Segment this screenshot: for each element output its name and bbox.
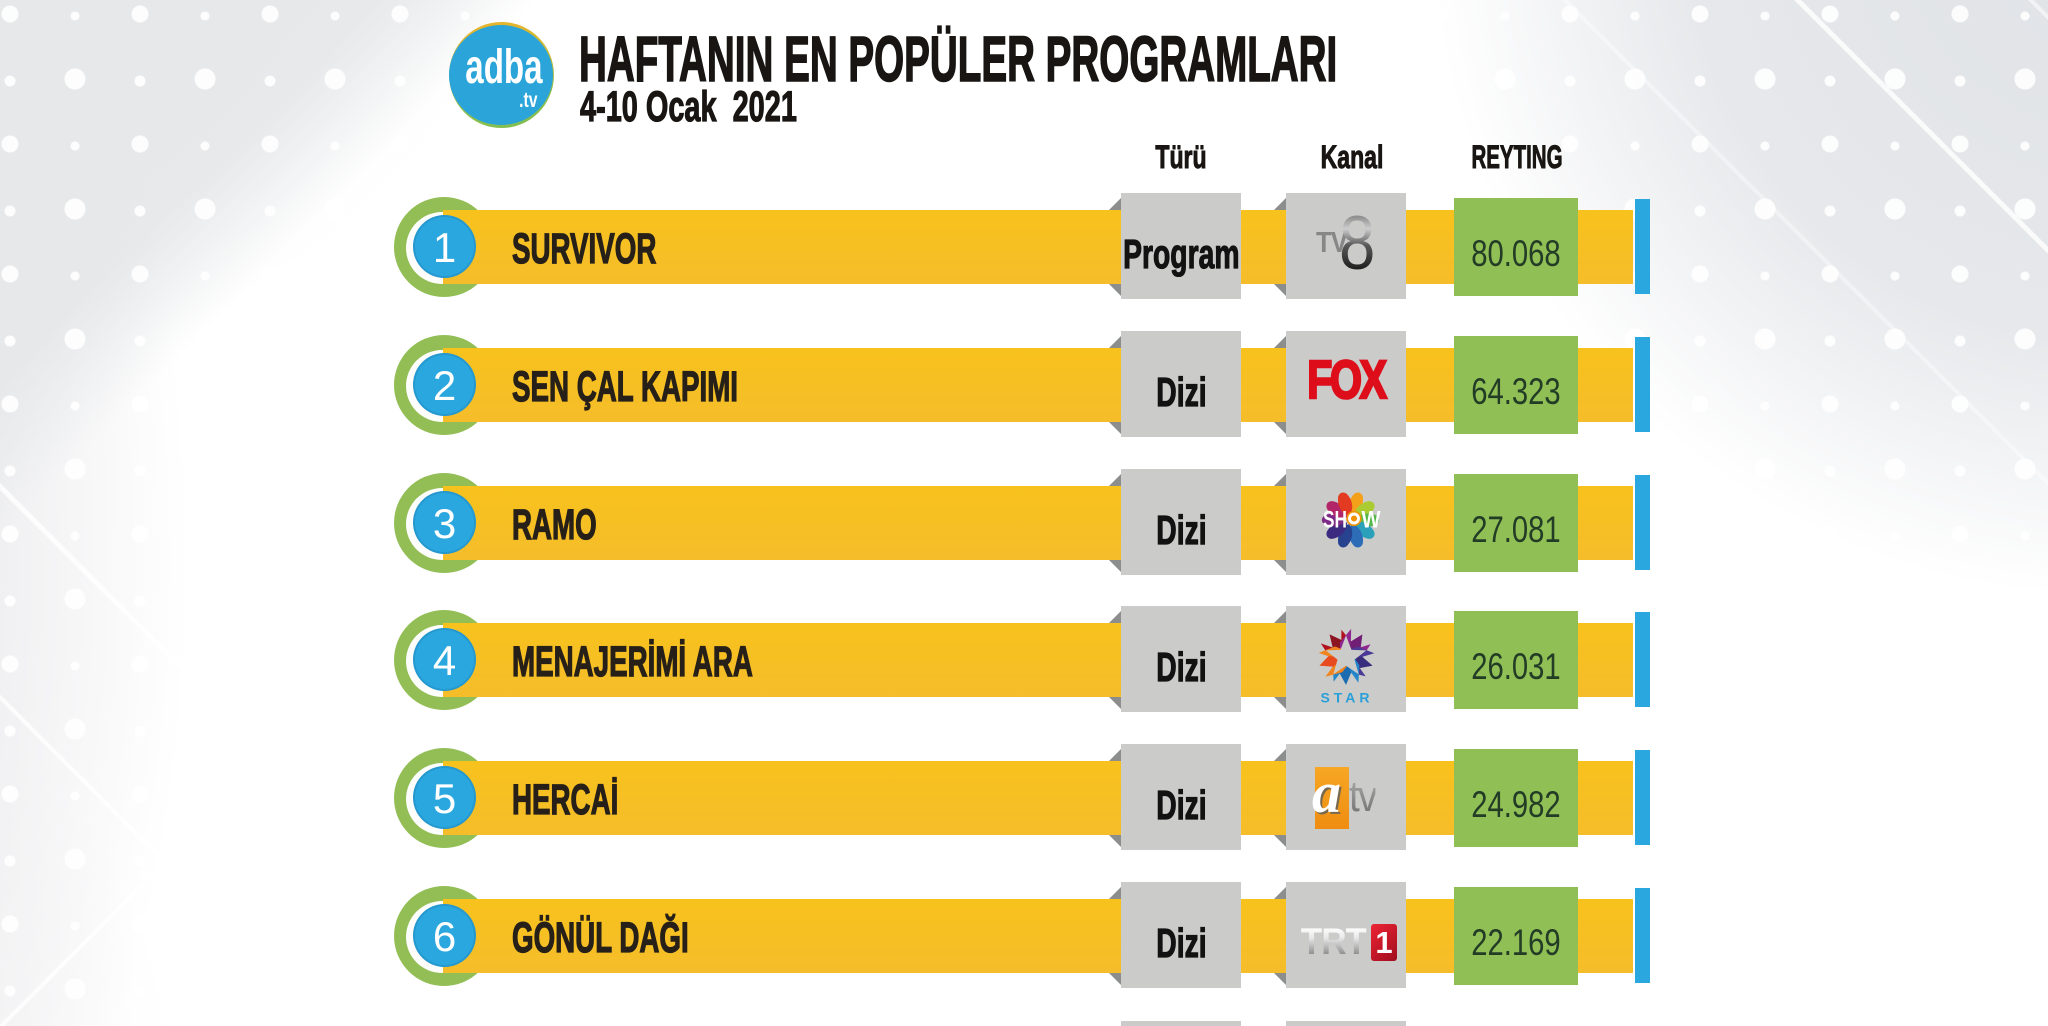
svg-text:STAR: STAR [1320,690,1373,706]
svg-text:W: W [1362,507,1381,534]
svg-text:SH: SH [1323,507,1347,534]
